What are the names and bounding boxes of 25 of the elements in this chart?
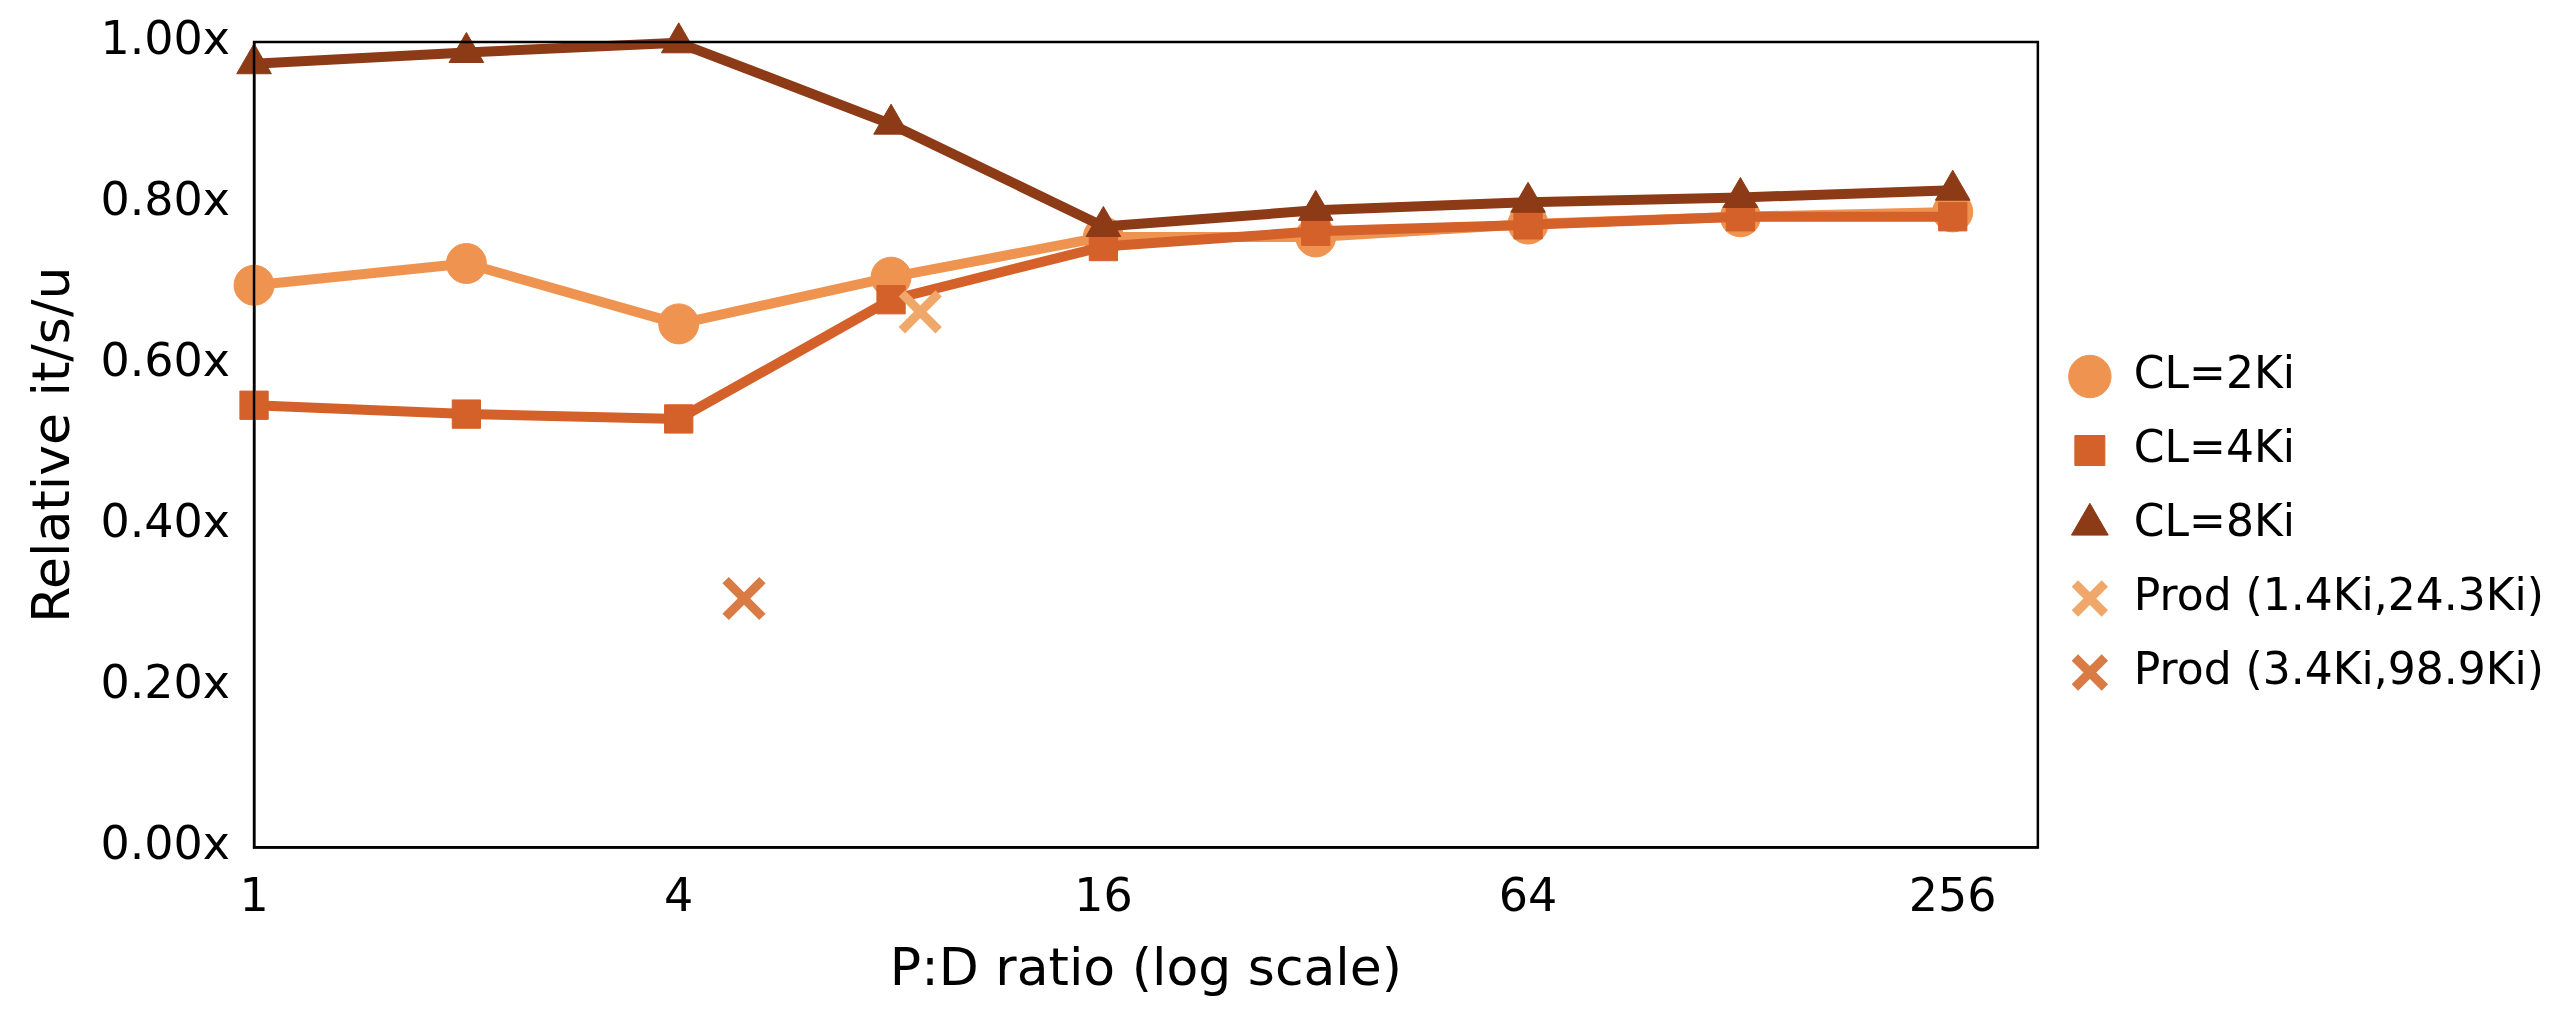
legend-label: Prod (3.4Ki,98.9Ki) xyxy=(2133,642,2544,694)
point xyxy=(664,404,694,434)
legend-label: Prod (1.4Ki,24.3Ki) xyxy=(2133,568,2544,620)
y-tick-label: 1.00x xyxy=(100,10,231,65)
y-axis-title: Relative it/s/u xyxy=(20,266,81,623)
x-tick-label: 64 xyxy=(1498,867,1558,922)
y-tick-label: 0.00x xyxy=(100,816,231,871)
legend-label: CL=8Ki xyxy=(2133,494,2296,546)
point xyxy=(658,303,700,345)
point xyxy=(233,264,275,306)
point xyxy=(451,399,482,429)
legend-label: CL=2Ki xyxy=(2133,346,2296,398)
x-axis-title: P:D ratio (log scale) xyxy=(889,937,1403,998)
y-tick-label: 0.60x xyxy=(100,333,231,388)
x-tick-label: 4 xyxy=(664,867,694,922)
x-tick-label: 16 xyxy=(1074,867,1133,922)
y-tick-label: 0.20x xyxy=(100,655,231,710)
point xyxy=(445,242,487,284)
y-tick-label: 0.40x xyxy=(100,494,231,549)
point xyxy=(876,285,906,315)
x-tick-label: 1 xyxy=(239,867,269,922)
y-tick-label: 0.80x xyxy=(100,172,231,227)
point xyxy=(239,390,269,420)
legend-label: CL=4Ki xyxy=(2133,420,2296,472)
x-tick-label: 256 xyxy=(1908,867,1997,922)
